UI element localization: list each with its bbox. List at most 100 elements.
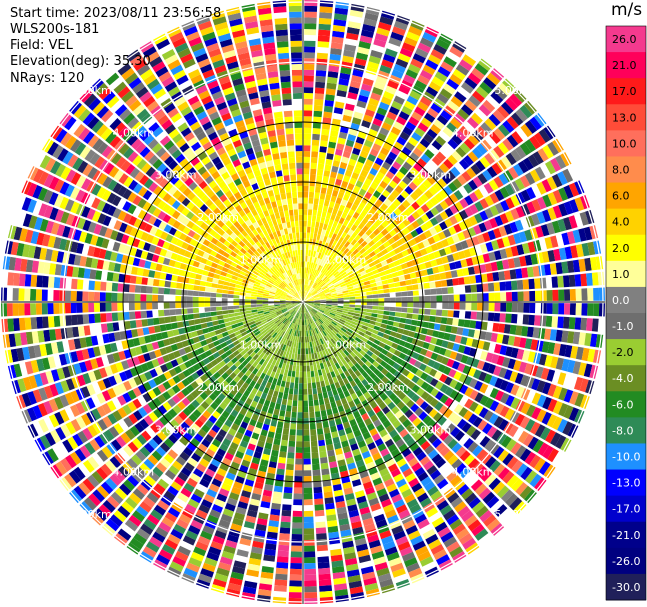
velocity-gate: [306, 293, 311, 298]
velocity-gate: [539, 315, 547, 327]
velocity-gate: [435, 442, 447, 453]
velocity-gate: [322, 268, 327, 274]
velocity-gate: [187, 290, 194, 296]
velocity-gate: [401, 307, 408, 313]
velocity-gate: [249, 437, 258, 446]
velocity-gate: [317, 311, 323, 316]
velocity-gate: [398, 352, 407, 360]
velocity-gate: [30, 317, 38, 330]
velocity-gate: [439, 504, 453, 516]
velocity-gate: [402, 176, 412, 185]
velocity-gate: [351, 75, 363, 83]
velocity-gate: [470, 429, 481, 441]
velocity-gate: [7, 318, 15, 332]
velocity-gate: [41, 303, 48, 315]
velocity-gate: [312, 268, 316, 275]
velocity-gate: [402, 419, 412, 428]
velocity-gate: [273, 485, 283, 493]
velocity-gate: [323, 287, 329, 292]
velocity-gate: [270, 371, 276, 378]
velocity-gate: [76, 314, 84, 325]
velocity-gate: [105, 302, 112, 312]
velocity-gate: [239, 289, 247, 293]
velocity-gate: [95, 270, 103, 280]
velocity-gate: [329, 245, 335, 252]
velocity-gate: [373, 228, 381, 236]
velocity-gate: [430, 259, 438, 267]
velocity-gate: [329, 359, 335, 366]
velocity-gate: [439, 200, 449, 210]
velocity-gate: [449, 351, 458, 360]
velocity-gate: [298, 389, 303, 395]
velocity-gate: [550, 235, 559, 248]
velocity-gate: [555, 262, 563, 275]
velocity-gate: [300, 307, 303, 314]
velocity-gate: [325, 308, 331, 311]
velocity-gate: [337, 367, 344, 375]
velocity-gate: [342, 273, 349, 279]
velocity-gate: [290, 335, 294, 342]
velocity-gate: [53, 315, 61, 327]
velocity-gate: [221, 298, 228, 302]
velocity-gate: [374, 457, 384, 467]
velocity-gate: [365, 368, 373, 376]
velocity-gate: [513, 336, 521, 347]
velocity-gate: [295, 452, 303, 459]
velocity-gate: [140, 302, 147, 310]
velocity-gate: [355, 416, 364, 424]
velocity-gate: [397, 391, 407, 401]
velocity-gate: [99, 292, 106, 302]
velocity-gate: [384, 329, 392, 335]
velocity-gate: [511, 280, 518, 291]
velocity-gate: [364, 191, 373, 200]
velocity-gate: [352, 339, 360, 346]
velocity-gate: [385, 85, 397, 95]
velocity-gate: [292, 335, 296, 342]
velocity-gate: [378, 194, 387, 203]
velocity-gate: [417, 122, 429, 133]
velocity-gate: [460, 240, 469, 250]
velocity-gate: [463, 248, 472, 258]
velocity-gate: [330, 42, 343, 50]
velocity-gate: [410, 58, 424, 69]
velocity-gate: [363, 204, 371, 213]
velocity-gate: [359, 340, 367, 347]
velocity-gate: [482, 341, 491, 351]
velocity-gate: [71, 278, 78, 290]
velocity-gate: [472, 130, 484, 142]
velocity-gate: [325, 306, 332, 310]
velocity-gate: [505, 197, 515, 209]
velocity-gate: [347, 229, 354, 236]
velocity-gate: [439, 221, 448, 231]
velocity-gate: [331, 472, 340, 480]
velocity-gate: [553, 248, 561, 261]
velocity-gate: [373, 190, 381, 199]
velocity-gate: [340, 67, 352, 75]
velocity-gate: [322, 391, 329, 399]
velocity-gate: [290, 551, 302, 558]
velocity-gate: [193, 313, 200, 319]
velocity-gate: [304, 291, 308, 297]
velocity-gate: [392, 161, 402, 170]
velocity-gate: [477, 340, 485, 350]
velocity-gate: [485, 352, 494, 363]
velocity-gate: [408, 266, 416, 273]
velocity-gate: [444, 207, 454, 218]
velocity-gate: [313, 283, 318, 289]
velocity-gate: [318, 579, 332, 587]
velocity-gate: [336, 265, 342, 271]
velocity-gate: [313, 492, 323, 500]
velocity-gate: [264, 484, 274, 492]
velocity-gate: [356, 352, 364, 360]
velocity-gate: [47, 303, 54, 315]
velocity-gate: [311, 376, 316, 383]
velocity-gate: [391, 271, 399, 278]
velocity-gate: [450, 270, 458, 278]
velocity-gate: [332, 280, 339, 285]
velocity-gate: [385, 458, 396, 468]
velocity-gate: [311, 341, 315, 348]
velocity-gate: [406, 498, 419, 509]
velocity-gate: [347, 413, 355, 422]
velocity-gate: [336, 143, 345, 151]
velocity-gate: [541, 179, 552, 193]
